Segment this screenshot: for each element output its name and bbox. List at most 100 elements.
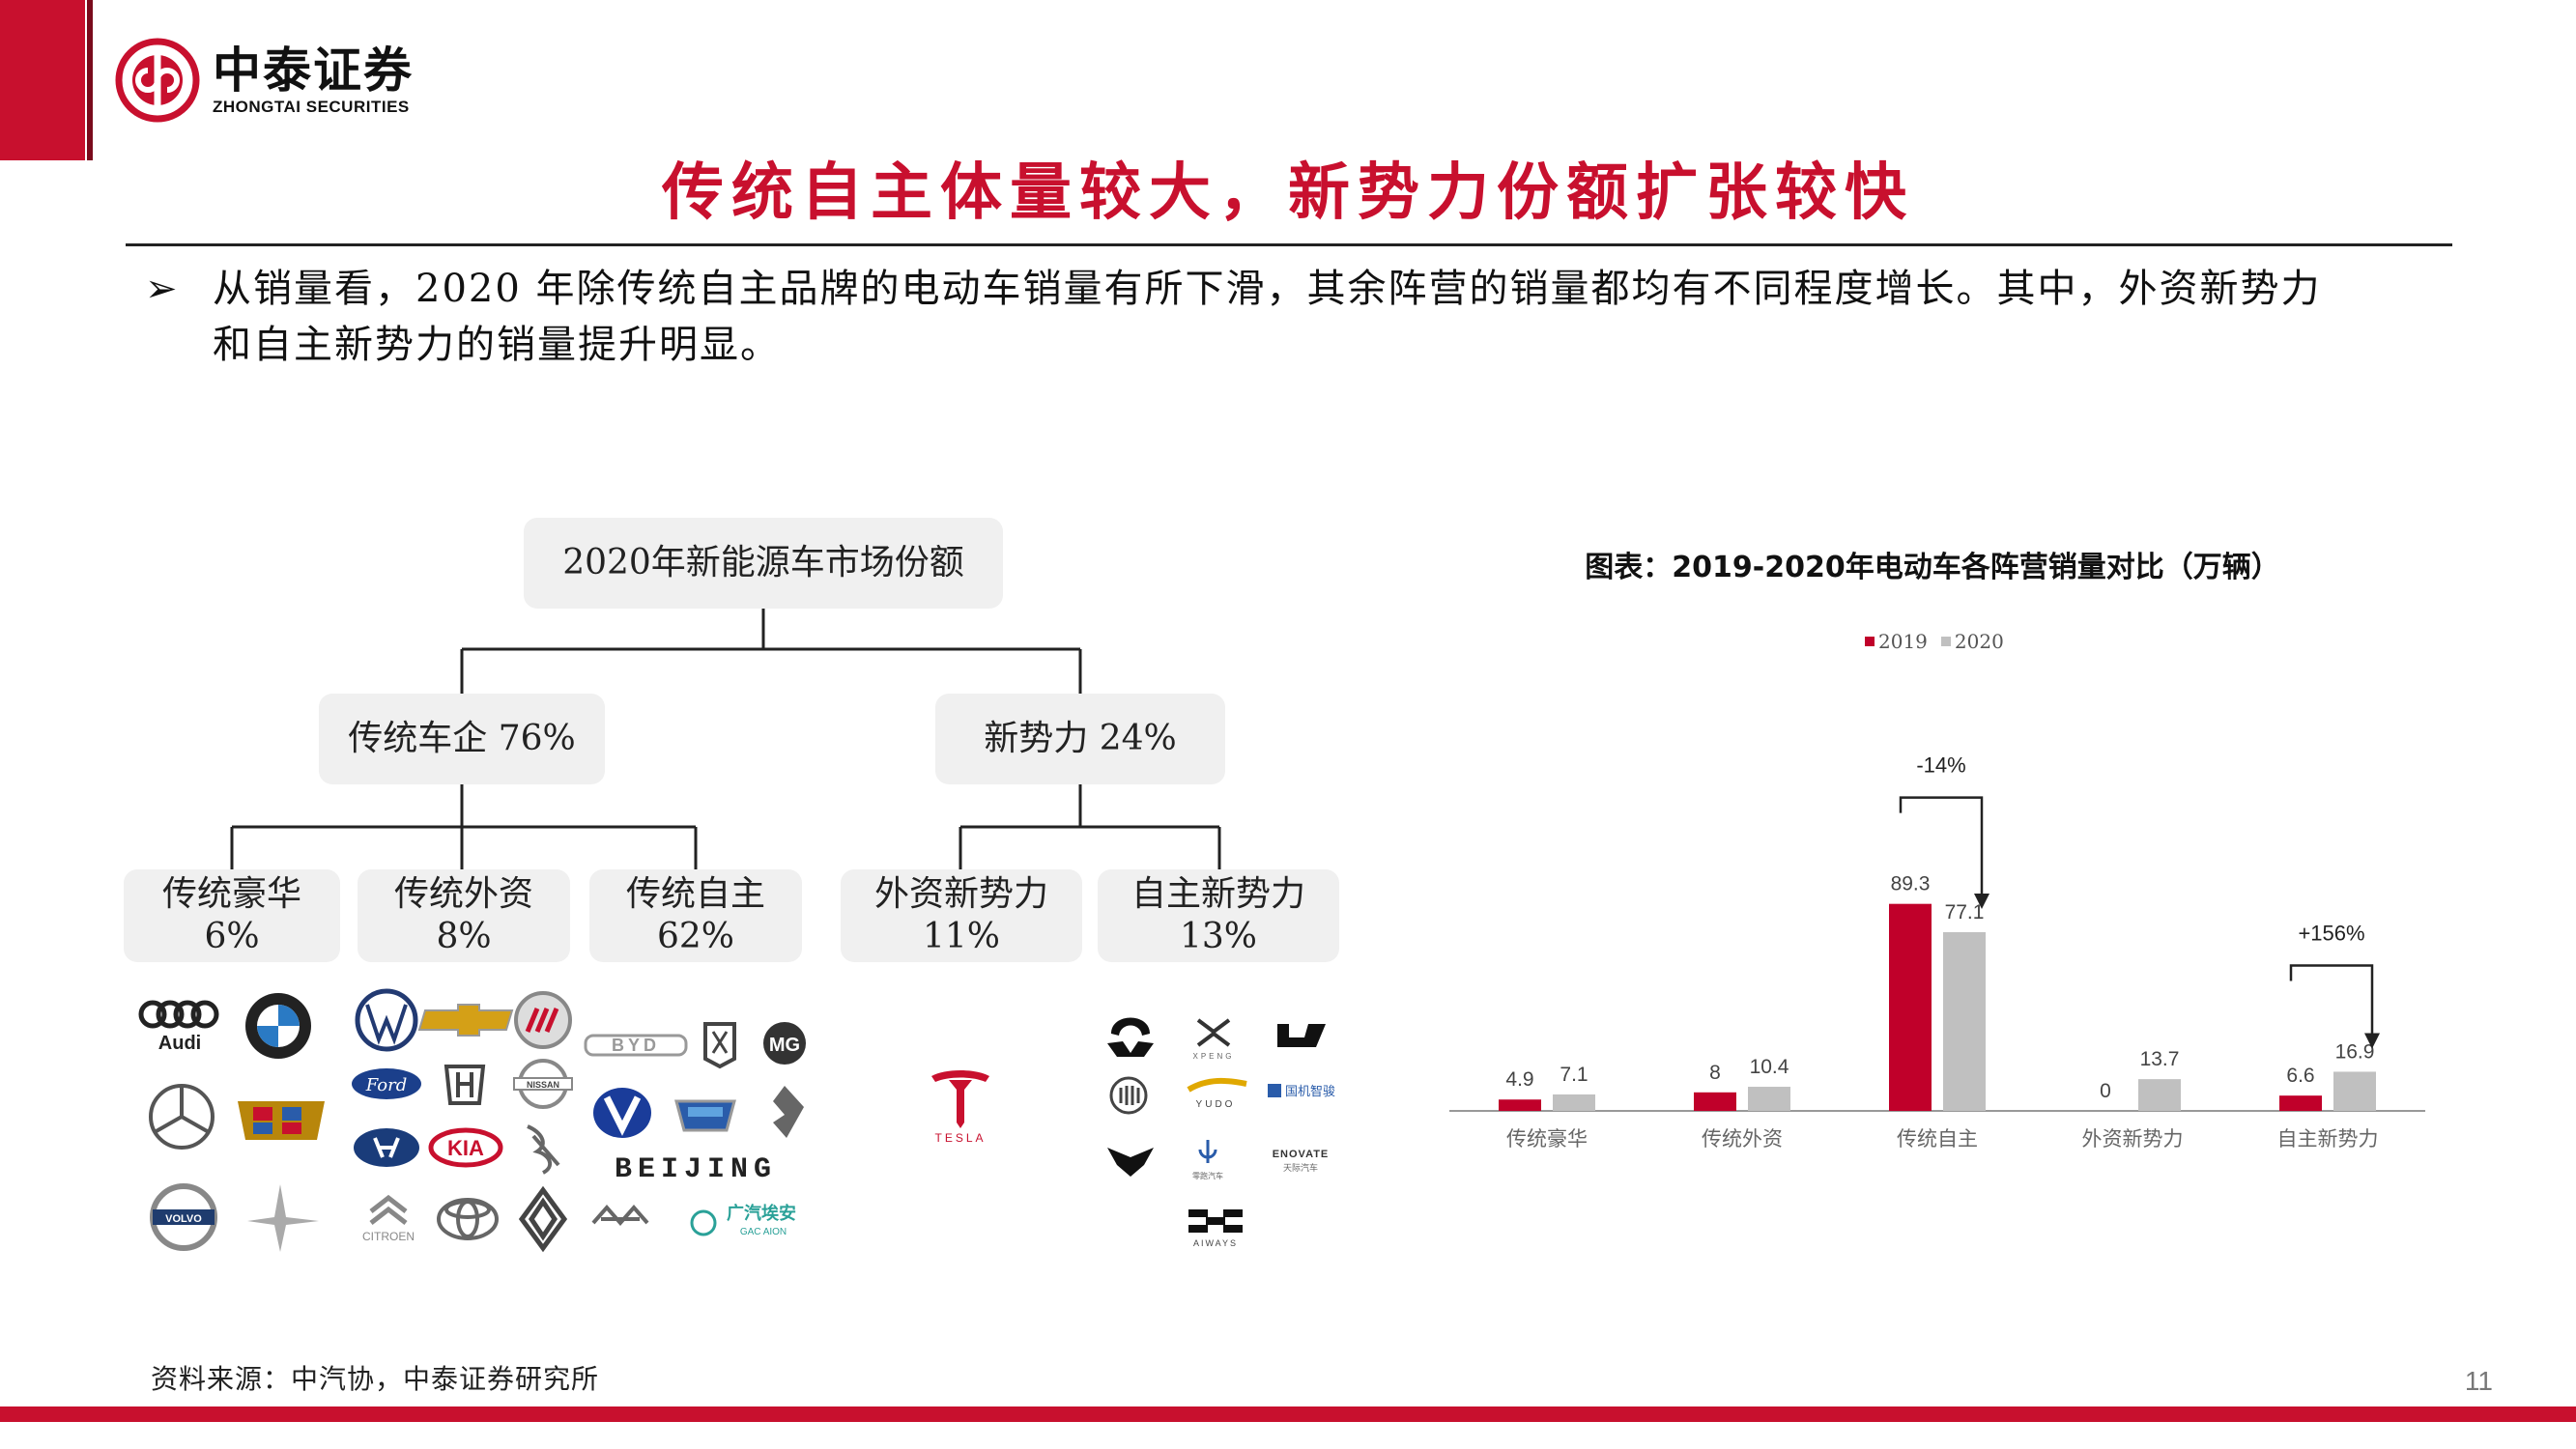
- tree-node-traditional: 传统车企 76%: [319, 694, 605, 784]
- tree-leaf-domestic-new-forces: 自主新势力 13%: [1098, 869, 1339, 962]
- tesla-wordmark: TESLA: [934, 1131, 986, 1145]
- xpeng-wordmark: XPENG: [1192, 1052, 1234, 1061]
- audi-logo-icon: [138, 1000, 219, 1029]
- company-logo: 中泰证券 ZHONGTAI SECURITIES: [114, 37, 414, 124]
- leaf-share: 6%: [204, 917, 260, 956]
- leaf-share: 13%: [1179, 917, 1257, 956]
- company-name-en: ZHONGTAI SECURITIES: [213, 98, 410, 116]
- kia-logo-icon: KIA: [428, 1127, 503, 1168]
- leapmotor-wordmark: 零跑汽车: [1192, 1171, 1223, 1180]
- aiways-logo-icon: AIWAYS: [1188, 1209, 1243, 1248]
- bmw-logo-icon: [245, 993, 311, 1059]
- volvo-logo-icon: VOLVO: [150, 1183, 217, 1251]
- cadillac-logo-icon: [238, 1101, 325, 1140]
- bar-2019-2: [1889, 903, 1932, 1111]
- summary-bullet: ➢ 从销量看，2020 年除传统自主品牌的电动车销量有所下滑，其余阵营的销量都均…: [145, 261, 2445, 373]
- slide-title: 传统自主体量较大，新势力份额扩张较快: [662, 156, 1914, 229]
- tesla-logo-icon: TESLA: [931, 1070, 989, 1145]
- legend-item-2019: 2019: [1865, 630, 1928, 653]
- x-tick-label-2: 传统自主: [1897, 1127, 1978, 1151]
- geely-logo-icon: [674, 1099, 736, 1132]
- ford-logo-icon: Ford: [352, 1068, 421, 1099]
- legend-label-2019: 2019: [1878, 630, 1928, 653]
- citroen-logo-icon: CITROEN: [362, 1194, 415, 1243]
- beijing-wordmark: BEIJING: [615, 1153, 777, 1186]
- tree-leaf-traditional-luxury: 传统豪华 6%: [124, 869, 340, 962]
- wuling-logo-icon: [591, 1204, 649, 1227]
- enovate-cn-wordmark: 天际汽车: [1283, 1162, 1318, 1174]
- gac-aion-logo-icon: 广汽埃安 GAC AION: [690, 1203, 796, 1237]
- ford-wordmark: Ford: [365, 1075, 407, 1095]
- svg-text:MG: MG: [769, 1035, 800, 1056]
- page-number: 11: [2464, 1366, 2493, 1396]
- data-label-2019-0: 4.9: [1505, 1068, 1533, 1091]
- leapmotor-logo-icon: 零跑汽车: [1192, 1140, 1223, 1180]
- company-name-cn: 中泰证券: [213, 43, 414, 99]
- leaf-name: 自主新势力: [1131, 874, 1305, 914]
- chart-title: 图表：2019-2020年电动车各阵营销量对比（万辆）: [1585, 551, 2280, 584]
- wm-motor-logo-icon: [1109, 1076, 1148, 1115]
- byd-logo-icon: BYD: [584, 1034, 688, 1057]
- li-auto-logo-icon: [1277, 1024, 1326, 1047]
- tree-leaf-traditional-domestic: 传统自主 62%: [589, 869, 802, 962]
- legend-swatch-2019: [1865, 637, 1875, 646]
- annotation-label-0: -14%: [1916, 753, 1965, 778]
- source-note: 资料来源：中汽协，中泰证券研究所: [151, 1363, 600, 1395]
- legend-swatch-2020: [1940, 637, 1951, 646]
- bar-2019-4: [2279, 1095, 2322, 1111]
- hongqi-logo-icon: [703, 1022, 736, 1069]
- tree-leaf-traditional-foreign: 传统外资 8%: [358, 869, 570, 962]
- bar-2019-1: [1694, 1092, 1736, 1111]
- title-divider: [126, 243, 2452, 246]
- annotation-arrow-1: [2364, 1033, 2380, 1049]
- nissan-wordmark: NISSAN: [527, 1080, 559, 1090]
- nio-logo-icon: [1107, 1017, 1154, 1057]
- mercedes-logo-icon: [149, 1084, 215, 1150]
- peugeot-logo-icon: [527, 1124, 560, 1175]
- toyota-logo-icon: [437, 1198, 499, 1240]
- legend-label-2020: 2020: [1954, 630, 2004, 653]
- sales-bar-chart: 4.9 7.1 传统豪华 8 10.4 传统外资 89.3 77.1 传统自主 0 13.7 外资新势…: [1449, 753, 2425, 1151]
- aiways-wordmark: AIWAYS: [1193, 1238, 1238, 1248]
- bottom-accent-bar: [0, 1406, 2576, 1422]
- annotation-arrow-0: [1974, 893, 1989, 909]
- kia-wordmark: KIA: [447, 1136, 484, 1160]
- data-label-2020-2: 77.1: [1945, 901, 1985, 923]
- annotation-line-0: [1899, 796, 1984, 894]
- leaf-share: 8%: [436, 917, 492, 956]
- bar-2020-2: [1943, 931, 1986, 1111]
- byd-wordmark: BYD: [612, 1036, 660, 1055]
- gac-wordmark: 广汽埃安: [727, 1203, 796, 1224]
- zhongtai-logo-icon: [115, 38, 200, 123]
- annotation-line-1: [2289, 964, 2374, 1034]
- yudo-logo-icon: YUDO: [1187, 1077, 1247, 1110]
- guoji-logo-icon: 国机智骏: [1268, 1084, 1335, 1099]
- summary-text: 从销量看，2020 年除传统自主品牌的电动车销量有所下滑，其余阵营的销量都均有不…: [213, 261, 2322, 373]
- corner-accent-bar: [0, 0, 93, 160]
- changan-logo-icon: [593, 1088, 651, 1138]
- mg-logo-icon: MG: [763, 1022, 806, 1065]
- chevrolet-logo-icon: [417, 1004, 514, 1037]
- data-label-2020-1: 10.4: [1750, 1056, 1789, 1078]
- renault-logo-icon: [518, 1185, 568, 1253]
- gac-en-wordmark: GAC AION: [740, 1227, 787, 1237]
- bar-2019-0: [1499, 1099, 1541, 1111]
- tree-root-node: 2020年新能源车市场份额: [524, 518, 1003, 609]
- guoji-wordmark: 国机智骏: [1285, 1085, 1335, 1099]
- data-label-2019-2: 89.3: [1891, 873, 1931, 895]
- citroen-wordmark: CITROEN: [362, 1230, 415, 1243]
- volvo-wordmark: VOLVO: [165, 1213, 202, 1225]
- data-label-2019-1: 8: [1709, 1062, 1721, 1084]
- annotation-label-1: +156%: [2298, 921, 2364, 945]
- audi-wordmark: Audi: [158, 1033, 201, 1054]
- legend-item-2020: 2020: [1940, 630, 2004, 653]
- leaf-name: 外资新势力: [873, 874, 1048, 914]
- chart-legend: 2019 2020: [1865, 630, 2018, 653]
- x-tick-label-4: 自主新势力: [2277, 1127, 2379, 1151]
- buick-logo-icon: [514, 991, 572, 1049]
- leaf-share: 62%: [656, 917, 734, 956]
- hyundai-logo-icon: [354, 1128, 419, 1167]
- volkswagen-logo-icon: [355, 988, 418, 1052]
- data-label-2019-4: 6.6: [2286, 1065, 2314, 1087]
- enovate-wordmark: ENOVATE: [1273, 1149, 1330, 1160]
